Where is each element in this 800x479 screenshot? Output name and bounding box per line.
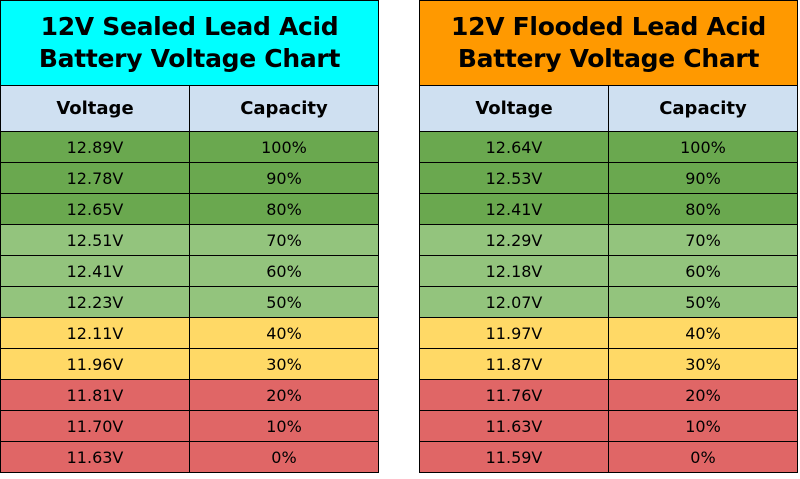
- table-row: 11.97V 40%: [419, 317, 798, 349]
- table-row: 12.41V 60%: [0, 255, 379, 287]
- capacity-cell: 60%: [189, 255, 379, 287]
- table-row: 12.41V 80%: [419, 193, 798, 225]
- voltage-cell: 11.87V: [419, 348, 609, 380]
- table-row: 11.81V 20%: [0, 379, 379, 411]
- capacity-cell: 0%: [189, 441, 379, 473]
- voltage-cell: 11.97V: [419, 317, 609, 349]
- voltage-cell: 11.96V: [0, 348, 190, 380]
- table-title-line-2: Battery Voltage Chart: [457, 44, 760, 73]
- capacity-cell: 90%: [608, 162, 798, 194]
- table-row: 12.29V 70%: [419, 224, 798, 256]
- table-title-line-1: 12V Sealed Lead Acid: [40, 12, 339, 41]
- capacity-cell: 80%: [608, 193, 798, 225]
- table-title: 12V Sealed Lead Acid Battery Voltage Cha…: [0, 0, 379, 86]
- table-row: 12.78V 90%: [0, 162, 379, 194]
- capacity-cell: 50%: [608, 286, 798, 318]
- voltage-cell: 12.29V: [419, 224, 609, 256]
- capacity-cell: 80%: [189, 193, 379, 225]
- table-row: 11.96V 30%: [0, 348, 379, 380]
- voltage-cell: 12.65V: [0, 193, 190, 225]
- table-row: 12.11V 40%: [0, 317, 379, 349]
- table-body: 12.89V 100% 12.78V 90% 12.65V 80% 12.51V 70% 12.…: [0, 131, 379, 473]
- table-body: 12.64V 100% 12.53V 90% 12.41V 80% 12.29V 70% 12.…: [419, 131, 798, 473]
- voltage-cell: 12.53V: [419, 162, 609, 194]
- capacity-cell: 30%: [608, 348, 798, 380]
- table-row: 11.87V 30%: [419, 348, 798, 380]
- flooded-lead-acid-table: 12V Flooded Lead Acid Battery Voltage Ch…: [419, 0, 798, 473]
- capacity-cell: 0%: [608, 441, 798, 473]
- voltage-cell: 12.41V: [0, 255, 190, 287]
- sealed-lead-acid-table: 12V Sealed Lead Acid Battery Voltage Cha…: [0, 0, 379, 473]
- table-row: 12.53V 90%: [419, 162, 798, 194]
- table-row: 11.70V 10%: [0, 410, 379, 442]
- voltage-cell: 11.63V: [0, 441, 190, 473]
- table-title: 12V Flooded Lead Acid Battery Voltage Ch…: [419, 0, 798, 86]
- table-row: 12.65V 80%: [0, 193, 379, 225]
- voltage-cell: 12.07V: [419, 286, 609, 318]
- capacity-cell: 20%: [608, 379, 798, 411]
- column-header-capacity: Capacity: [608, 85, 798, 132]
- column-header-voltage: Voltage: [0, 85, 190, 132]
- voltage-cell: 12.41V: [419, 193, 609, 225]
- capacity-cell: 10%: [189, 410, 379, 442]
- table-title-line-2: Battery Voltage Chart: [38, 44, 341, 73]
- table-row: 12.89V 100%: [0, 131, 379, 163]
- table-row: 11.63V 0%: [0, 441, 379, 473]
- capacity-cell: 70%: [608, 224, 798, 256]
- voltage-cell: 12.51V: [0, 224, 190, 256]
- capacity-cell: 90%: [189, 162, 379, 194]
- capacity-cell: 100%: [189, 131, 379, 163]
- table-row: 12.18V 60%: [419, 255, 798, 287]
- voltage-cell: 11.70V: [0, 410, 190, 442]
- table-row: 12.51V 70%: [0, 224, 379, 256]
- capacity-cell: 10%: [608, 410, 798, 442]
- voltage-cell: 12.11V: [0, 317, 190, 349]
- capacity-cell: 40%: [189, 317, 379, 349]
- column-header-capacity: Capacity: [189, 85, 379, 132]
- voltage-cell: 11.81V: [0, 379, 190, 411]
- table-row: 11.59V 0%: [419, 441, 798, 473]
- voltage-cell: 11.59V: [419, 441, 609, 473]
- capacity-cell: 100%: [608, 131, 798, 163]
- capacity-cell: 60%: [608, 255, 798, 287]
- capacity-cell: 50%: [189, 286, 379, 318]
- voltage-cell: 12.23V: [0, 286, 190, 318]
- capacity-cell: 20%: [189, 379, 379, 411]
- table-row: 12.23V 50%: [0, 286, 379, 318]
- voltage-cell: 12.78V: [0, 162, 190, 194]
- capacity-cell: 70%: [189, 224, 379, 256]
- voltage-cell: 12.64V: [419, 131, 609, 163]
- table-title-line-1: 12V Flooded Lead Acid: [451, 12, 766, 41]
- table-row: 12.07V 50%: [419, 286, 798, 318]
- voltage-cell: 12.89V: [0, 131, 190, 163]
- voltage-cell: 11.63V: [419, 410, 609, 442]
- column-header-voltage: Voltage: [419, 85, 609, 132]
- capacity-cell: 40%: [608, 317, 798, 349]
- voltage-cell: 11.76V: [419, 379, 609, 411]
- voltage-cell: 12.18V: [419, 255, 609, 287]
- table-row: 11.76V 20%: [419, 379, 798, 411]
- table-row: 12.64V 100%: [419, 131, 798, 163]
- table-row: 11.63V 10%: [419, 410, 798, 442]
- capacity-cell: 30%: [189, 348, 379, 380]
